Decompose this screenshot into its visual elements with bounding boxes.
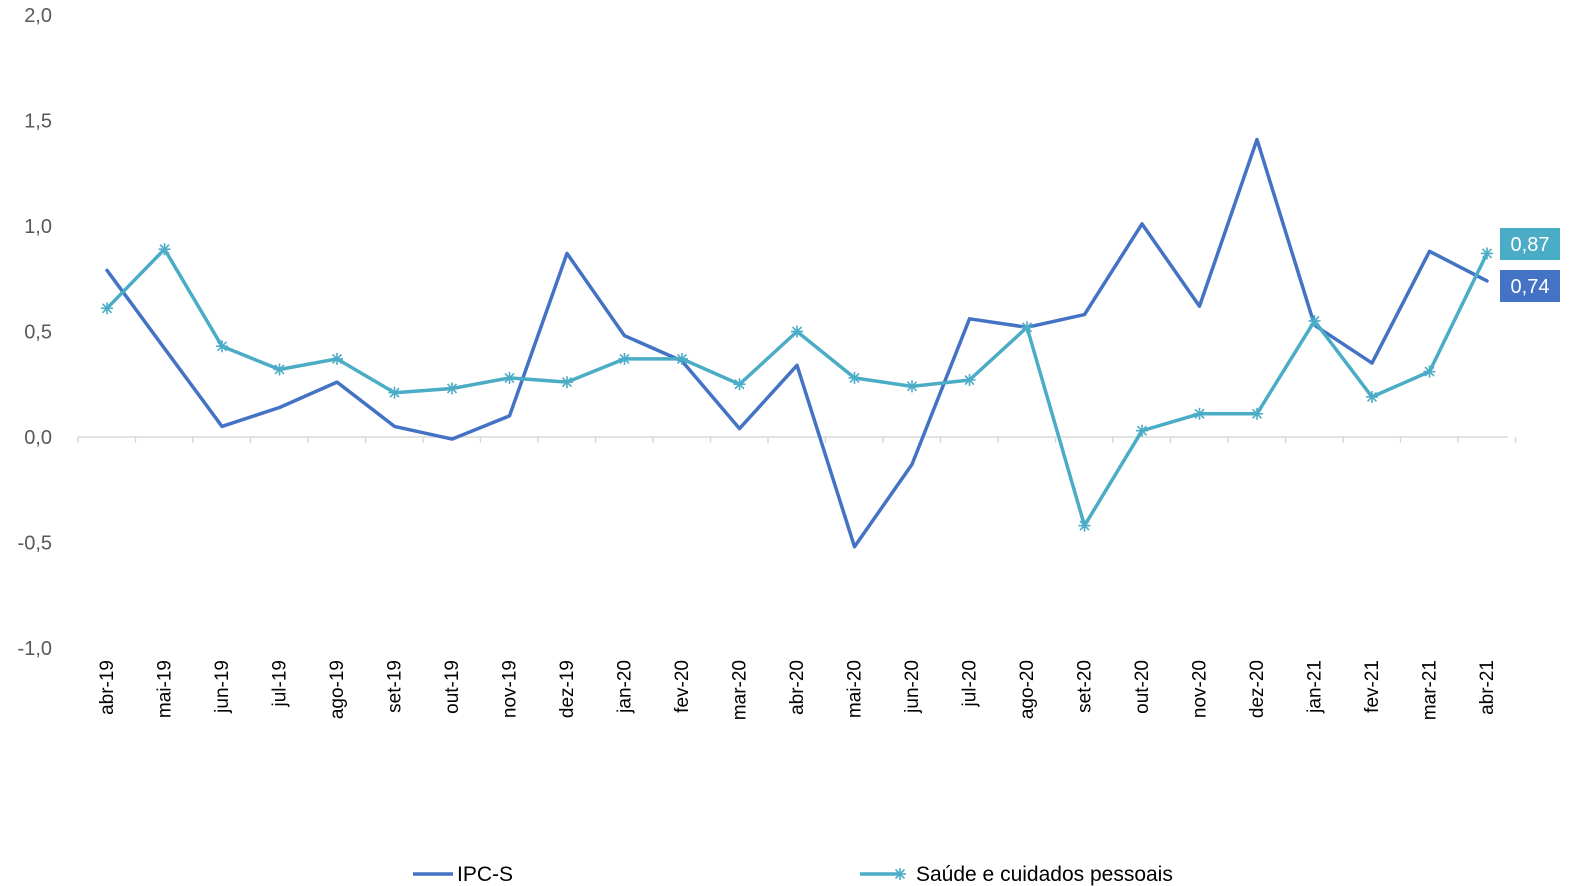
- x-tick-label: jan-20: [615, 660, 636, 714]
- end-labels: 0,87 0,74: [1500, 228, 1560, 302]
- series-line-1: [105, 137, 1489, 549]
- legend-label: IPC-S: [457, 863, 513, 886]
- x-tick-label: dez-20: [1247, 660, 1268, 718]
- x-tick-label: set-20: [1075, 660, 1096, 713]
- x-tick-label: jul-20: [960, 660, 981, 707]
- y-tick-label: 1,5: [24, 111, 52, 133]
- data-point: [1366, 390, 1378, 403]
- data-point: [331, 352, 343, 365]
- x-tick-label: nov-19: [500, 660, 521, 718]
- x-tick-label: out-20: [1132, 660, 1153, 714]
- x-tick-label: fev-20: [672, 660, 693, 713]
- data-point: [848, 371, 861, 384]
- end-value-text: 0,74: [1511, 276, 1550, 298]
- end-value-label: 0,74: [1500, 270, 1560, 302]
- data-point: [1251, 407, 1263, 420]
- y-tick-label: 1,0: [24, 216, 52, 238]
- end-value-label: 0,87: [1500, 228, 1560, 260]
- series-line-2: [105, 247, 1489, 528]
- x-tick-label: ago-20: [1017, 660, 1038, 719]
- x-tick-label: mai-20: [845, 660, 866, 718]
- data-point: [273, 363, 286, 376]
- data-point: [388, 386, 401, 399]
- y-tick-label: -0,5: [18, 533, 52, 555]
- x-tick-label: jun-20: [902, 660, 923, 714]
- legend: IPC-S Saúde e cuidados pessoais: [413, 863, 1173, 886]
- x-tick-label: dez-19: [557, 660, 578, 718]
- data-point: [101, 302, 113, 315]
- x-tick-label: abr-20: [787, 660, 808, 715]
- x-tick-label: mar-20: [730, 660, 751, 720]
- x-tick-label: jan-21: [1305, 660, 1326, 714]
- data-point: [561, 376, 573, 389]
- x-tick-label: jul-19: [270, 660, 291, 707]
- end-value-text: 0,87: [1511, 234, 1550, 256]
- x-tick-label: out-19: [442, 660, 463, 714]
- data-point: [1481, 247, 1493, 260]
- data-point: [1136, 424, 1148, 437]
- data-point: [618, 352, 631, 365]
- data-point: [216, 340, 228, 353]
- y-tick-label: 0,5: [24, 322, 52, 344]
- data-point: [1078, 519, 1091, 532]
- data-point: [1423, 365, 1436, 378]
- y-tick-label: -1,0: [18, 638, 52, 660]
- x-tick-label: abr-21: [1477, 660, 1498, 715]
- x-tick-label: abr-19: [97, 660, 118, 715]
- data-point: [503, 371, 516, 384]
- data-point: [1308, 314, 1321, 327]
- legend-label: Saúde e cuidados pessoais: [916, 863, 1173, 886]
- x-tick-label: mar-21: [1420, 660, 1441, 720]
- data-point: [158, 243, 171, 256]
- x-axis: abr-19 mai-19 jun-19 jul-19 ago-19 set-19 out-…: [77, 436, 1517, 720]
- data-point: [446, 382, 458, 395]
- x-tick-label: nov-20: [1190, 660, 1211, 718]
- x-tick-label: set-19: [385, 660, 406, 713]
- data-point: [791, 325, 803, 338]
- x-tick-label: jun-19: [212, 660, 233, 714]
- y-tick-label: 0,0: [24, 427, 52, 449]
- data-point: [676, 352, 688, 365]
- data-point: [1193, 407, 1206, 420]
- x-tick-label: fev-21: [1362, 660, 1383, 713]
- y-axis: 2,0 1,5 1,0 0,5 0,0 -0,5 -1,0: [18, 5, 52, 660]
- data-point: [906, 380, 918, 393]
- data-point: [963, 374, 976, 387]
- legend-item-1: IPC-S: [413, 863, 513, 886]
- series-layer: [101, 137, 1493, 549]
- legend-item-2: Saúde e cuidados pessoais: [860, 863, 1173, 886]
- x-tick-label: ago-19: [327, 660, 348, 719]
- x-tick-label: mai-19: [155, 660, 176, 718]
- data-point: [1021, 321, 1033, 334]
- data-point: [733, 378, 746, 391]
- y-tick-label: 2,0: [24, 5, 52, 27]
